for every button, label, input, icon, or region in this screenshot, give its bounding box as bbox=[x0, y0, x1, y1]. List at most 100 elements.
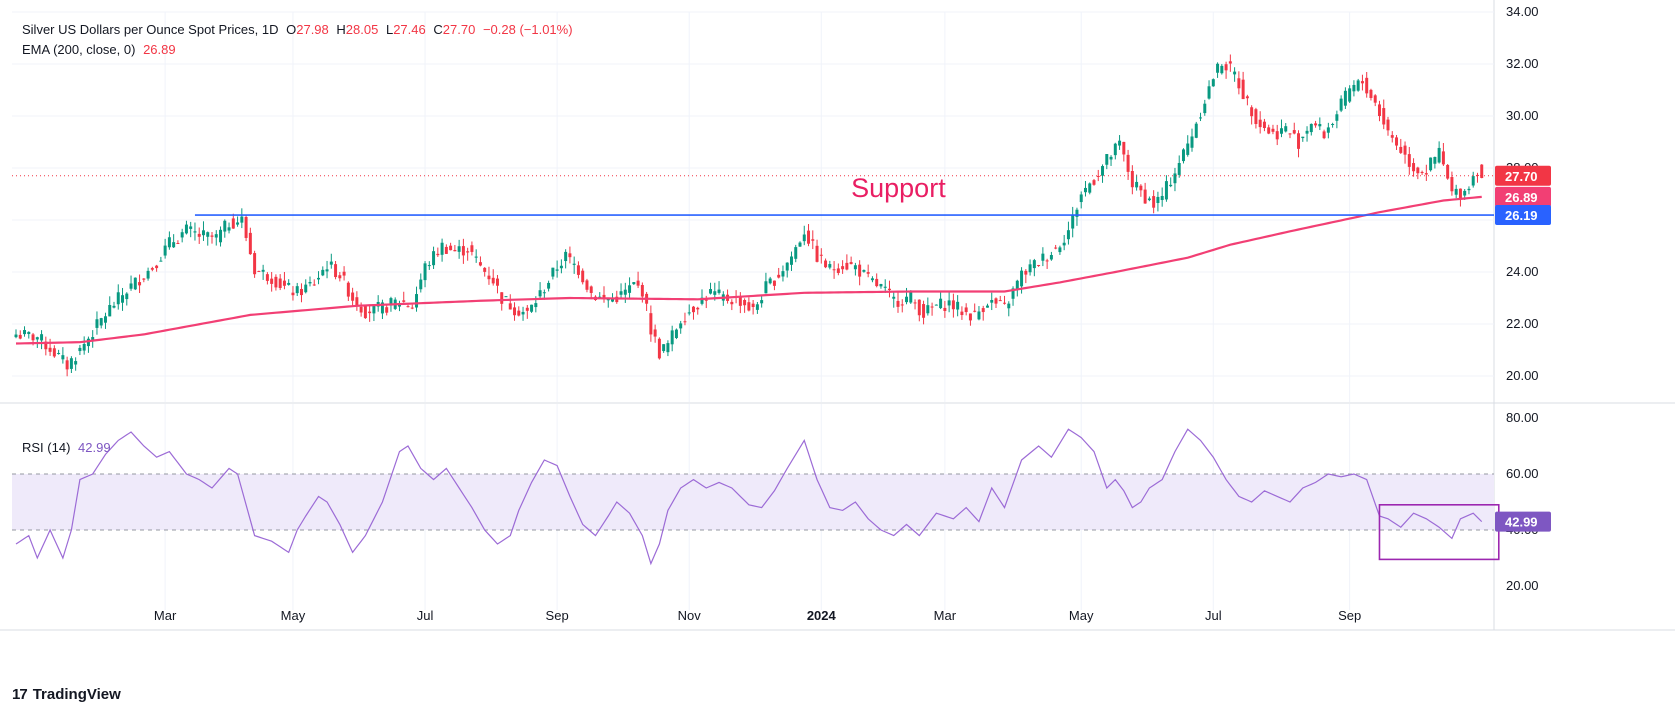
candle-body bbox=[1164, 181, 1168, 200]
candle-body bbox=[359, 306, 363, 313]
candle-body bbox=[568, 253, 572, 258]
candle-body bbox=[180, 232, 184, 238]
candle-body bbox=[1228, 61, 1232, 64]
candle-body bbox=[483, 267, 487, 272]
candle-body bbox=[768, 278, 772, 284]
candle-body bbox=[470, 245, 474, 252]
candle-body bbox=[1096, 175, 1100, 177]
candle-body bbox=[1301, 136, 1305, 139]
candle-body bbox=[994, 298, 998, 304]
candle-body bbox=[419, 279, 423, 290]
candle-body bbox=[1092, 180, 1096, 185]
candle-body bbox=[23, 330, 27, 335]
candle-body bbox=[206, 232, 210, 237]
candle-body bbox=[1267, 127, 1271, 134]
ema-value: 26.89 bbox=[143, 42, 176, 57]
candle-body bbox=[150, 268, 154, 270]
candle-body bbox=[632, 282, 636, 285]
legend-close-label: C bbox=[433, 22, 443, 37]
candle-body bbox=[329, 261, 333, 265]
candle-body bbox=[815, 245, 819, 262]
candle-body bbox=[163, 245, 167, 256]
rsi-label: RSI (14) bbox=[22, 440, 71, 455]
candle-body bbox=[981, 308, 985, 313]
candle-body bbox=[1088, 183, 1092, 193]
candle-body bbox=[1032, 260, 1036, 269]
candle-body bbox=[1258, 119, 1262, 128]
candle-body bbox=[304, 284, 308, 293]
candle-body bbox=[227, 227, 231, 231]
candle-body bbox=[1407, 154, 1411, 167]
candle-body bbox=[1369, 89, 1373, 98]
candle-body bbox=[201, 230, 205, 236]
candle-body bbox=[1156, 196, 1160, 203]
candle-body bbox=[751, 303, 755, 308]
candle-body bbox=[606, 299, 610, 301]
candle-body bbox=[1433, 156, 1437, 164]
candle-body bbox=[91, 337, 95, 340]
candle-body bbox=[1147, 198, 1151, 201]
candle-body bbox=[738, 296, 742, 306]
candle-body bbox=[743, 299, 747, 306]
candle-body bbox=[1220, 65, 1224, 74]
candle-body bbox=[1424, 173, 1428, 175]
candle-body bbox=[670, 330, 674, 345]
price-tick-label: 34.00 bbox=[1506, 4, 1539, 19]
rsi-line bbox=[15, 428, 1483, 566]
candle-body bbox=[530, 304, 534, 312]
candle-body bbox=[913, 302, 917, 304]
candle-body bbox=[807, 230, 811, 244]
candle-body bbox=[990, 299, 994, 303]
candle-body bbox=[1467, 188, 1471, 191]
candle-body bbox=[368, 311, 372, 314]
legend-close-value: 27.70 bbox=[442, 22, 476, 37]
candle-body bbox=[184, 224, 188, 234]
candle-body bbox=[342, 271, 346, 276]
rsi-tick-label: 80.00 bbox=[1506, 410, 1539, 425]
candle-body bbox=[82, 343, 86, 351]
candle-body bbox=[934, 304, 938, 306]
ema-200-line bbox=[15, 195, 1482, 345]
candle-body bbox=[1177, 163, 1181, 175]
candle-body bbox=[909, 292, 913, 303]
candle-body bbox=[1118, 140, 1122, 146]
candle-body bbox=[1024, 270, 1028, 275]
candle-body bbox=[1365, 77, 1369, 94]
candle-body bbox=[674, 329, 678, 339]
candle-body bbox=[1062, 242, 1066, 246]
candle-body bbox=[1254, 109, 1258, 125]
candle-body bbox=[696, 307, 700, 310]
candle-body bbox=[219, 229, 223, 243]
candle-body bbox=[666, 343, 670, 353]
candle-body bbox=[998, 300, 1002, 302]
candle-body bbox=[1441, 151, 1445, 165]
candle-body bbox=[291, 292, 295, 296]
candle-body bbox=[1377, 104, 1381, 117]
candle-body bbox=[125, 293, 129, 300]
candle-body bbox=[466, 251, 470, 253]
legend-change: −0.28 (−1.01%) bbox=[482, 22, 573, 37]
candle-body bbox=[1471, 176, 1475, 186]
candle-body bbox=[764, 281, 768, 294]
candle-body bbox=[517, 310, 521, 316]
tradingview-brand[interactable]: 17 TradingView bbox=[12, 686, 121, 703]
candle-body bbox=[440, 242, 444, 255]
x-tick-label: May bbox=[281, 608, 306, 623]
legend-high-label: H bbox=[336, 22, 346, 37]
price-tick-label: 24.00 bbox=[1506, 264, 1539, 279]
candle-body bbox=[628, 285, 632, 293]
candle-body bbox=[917, 299, 921, 316]
candle-body bbox=[649, 313, 653, 335]
candle-body bbox=[1339, 98, 1343, 111]
rsi-value: 42.99 bbox=[78, 440, 111, 455]
candle-body bbox=[86, 338, 90, 347]
candle-body bbox=[559, 265, 563, 269]
candle-body bbox=[1416, 167, 1420, 174]
candle-body bbox=[1314, 123, 1318, 126]
candle-body bbox=[197, 233, 201, 237]
candle-body bbox=[261, 269, 265, 272]
x-tick-label: May bbox=[1069, 608, 1094, 623]
candle-body bbox=[1003, 302, 1007, 304]
